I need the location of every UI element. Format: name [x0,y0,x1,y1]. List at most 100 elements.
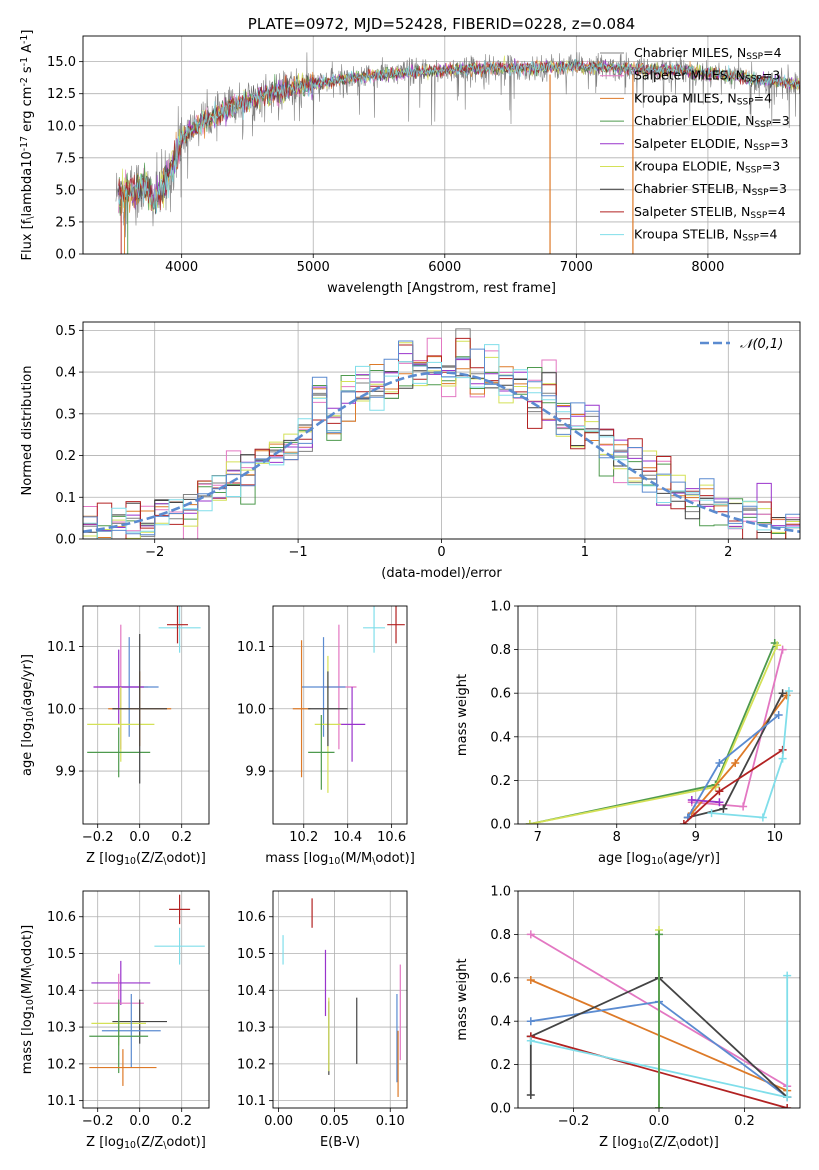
y-axis-label: mass [log10(M/M\odot)] [20,925,36,1075]
tick-label-y: 7.5 [55,151,76,166]
plot-area [83,328,800,539]
weight-series [526,971,792,1102]
legend-series-name: Salpeter ELODIE, N [634,136,753,151]
legend-subscript: SSP [737,98,754,108]
label-fragment: \ [25,963,36,967]
tick-label-x: 8000 [691,260,724,275]
label-fragment: mass [log [20,1011,35,1074]
tick-label-y: 10.6 [47,910,76,925]
tick-label-y: 12.5 [47,87,76,102]
weight-marker [784,687,793,696]
tick-label-x: 5000 [297,260,330,275]
weight-marker [715,758,724,767]
x-axis-label: (data-model)/error [381,566,502,581]
tick-label-y: 10.3 [237,1021,266,1036]
label-fragment: -1 [19,35,30,44]
legend-nssp: =4 [754,90,772,105]
label-fragment: \ [163,1140,167,1151]
label-fragment: lambda10 [20,151,35,216]
label-fragment: mass weight [455,958,470,1040]
weight-marker [715,787,724,796]
legend-series-name: Salpeter STELIB, N [634,204,750,219]
weight-marker [758,813,767,822]
axes-frame [272,890,408,1109]
axes-frame [82,35,801,255]
tick-label-y: 0.4 [490,1015,511,1030]
legend-subscript: SSP [754,120,771,130]
label-fragment: odot)] [679,1135,718,1150]
tick-label-x: 1 [581,545,589,560]
tick-label-x: 0 [437,545,445,560]
label-fragment: \ [25,216,36,220]
errorbar-point [89,1049,157,1086]
legend-series-name: Salpeter MILES, N [634,68,745,83]
label-fragment: ] [20,30,35,35]
tick-label-y: 5.0 [55,183,76,198]
x-axis-label: E(B-V) [320,1135,360,1150]
tick-label-y: 0.4 [490,730,511,745]
x-axis-label: Z [log10(Z/Z\odot)] [599,1135,719,1151]
panel-age-vs-Z: −0.2 0.0 0.29.910.010.1Z [log10(Z/Z\odot)]… [20,605,210,867]
weight-line [691,799,720,804]
tick-label-y: 0.8 [490,928,511,943]
label-fragment: odot)] [166,851,205,866]
errorbar-point [91,960,151,1006]
weight-series [655,930,663,1108]
label-fragment: odot)] [375,851,414,866]
tick-label-y: 0.0 [55,248,76,263]
weight-marker [783,1104,792,1108]
weight-marker [715,798,724,807]
normal-reference-curve [83,371,800,533]
tick-label-y: 9.9 [55,765,76,780]
tick-label-y: 0.8 [490,643,511,658]
label-fragment: \ [676,1140,680,1151]
weight-marker [655,1104,663,1108]
label-fragment: (data-model)/error [381,566,502,581]
tick-label-y: 0.2 [55,449,76,464]
legend-nssp: =3 [769,181,787,196]
legend-series-name: Kroupa STELIB, N [634,227,742,242]
tick-label-y: 10.1 [47,1094,76,1109]
tick-label-x: 0.0 [649,1114,670,1129]
tick-label-x: 0.10 [376,1114,405,1129]
tick-label-y: 10.2 [47,1057,76,1072]
tick-label-y: 10.3 [47,1021,76,1036]
weight-marker [783,1093,792,1102]
plot-area [525,639,793,824]
label-fragment: A [20,44,35,57]
legend-entry: Salpeter MILES, NSSP=3 [634,68,780,85]
legend-nssp: =4 [759,227,777,242]
legend-entry: Chabrier STELIB, NSSP=3 [634,181,787,198]
tick-label-x: 0.00 [264,1114,293,1129]
tick-label-y: 0.6 [490,971,511,986]
tick-label-y: 0.2 [490,1058,511,1073]
label-fragment: (M/M [20,967,35,999]
tick-label-y: 10.1 [237,640,266,655]
tick-label-y: 10.0 [237,702,266,717]
x-axis-label: Z [log10(Z/Z\odot)] [86,851,206,867]
tick-label-y: 2.5 [55,215,76,230]
weight-marker [687,796,696,805]
weight-marker [778,689,787,698]
label-fragment: wavelength [Angstrom, rest frame] [327,281,556,296]
tick-label-y: 10.5 [47,947,76,962]
tick-label-y: 10.1 [237,1094,266,1109]
weight-series [683,711,783,822]
x-axis-label: Z [log10(Z/Z\odot)] [86,1135,206,1151]
panel-mass-vs-EBV: 0.00 0.05 0.10 10.1 10.2 10.3 10.4 10.5 10.6 E(B-… [237,890,408,1150]
tick-label-x: 0.0 [129,830,150,845]
errorbar-point [363,606,386,653]
errorbar-point [387,606,405,644]
y-axis-label: age [log10(age/yr)] [20,654,36,776]
tick-label-y: 0.3 [55,407,76,422]
errorbar-point [93,649,144,725]
y-axis-label: mass weight [455,958,470,1040]
tick-label-x: 7 [534,830,542,845]
axes-frame [82,605,210,825]
label-fragment: 10 [651,856,663,867]
panel-spectrum: 4000 5000 6000 7000 8000 0.0 2.5 5.0 7.5 10.0 12.5… [19,15,801,296]
grid [273,891,407,1108]
